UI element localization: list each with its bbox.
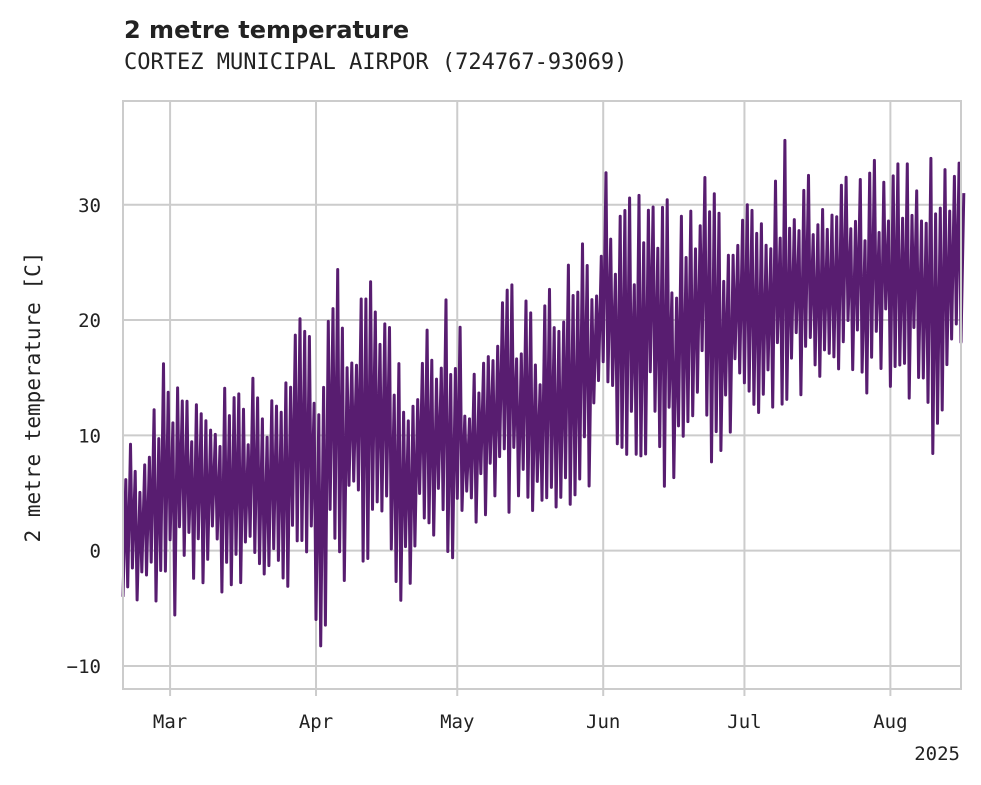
y-tick-label: −10 xyxy=(67,656,101,678)
y-axis-label: 2 metre temperature [C] xyxy=(21,252,45,543)
y-tick-label: 20 xyxy=(78,310,101,332)
x-tick-label: Jul xyxy=(727,711,761,733)
x-tick-label: Jun xyxy=(586,711,620,733)
x-tick-label: Apr xyxy=(299,711,333,733)
temperature-series-line xyxy=(121,138,966,648)
x-tick-label: Mar xyxy=(153,711,187,733)
series-layer xyxy=(121,138,966,648)
chart-title: 2 metre temperature xyxy=(124,16,410,44)
grid xyxy=(123,101,961,689)
y-tick-label: 10 xyxy=(78,425,101,447)
y-tick-label: 0 xyxy=(90,541,101,563)
plot-frame xyxy=(122,100,962,690)
x-tick-label: May xyxy=(440,711,474,733)
x-tick-label: Aug xyxy=(873,711,907,733)
chart-subtitle: CORTEZ MUNICIPAL AIRPOR (724767-93069) xyxy=(124,50,628,75)
x-axis-year-label: 2025 xyxy=(914,743,960,765)
tick-labels: Mar Apr May Jun Jul Aug −10 0 10 20 30 xyxy=(67,195,908,733)
y-tick-label: 30 xyxy=(78,195,101,217)
